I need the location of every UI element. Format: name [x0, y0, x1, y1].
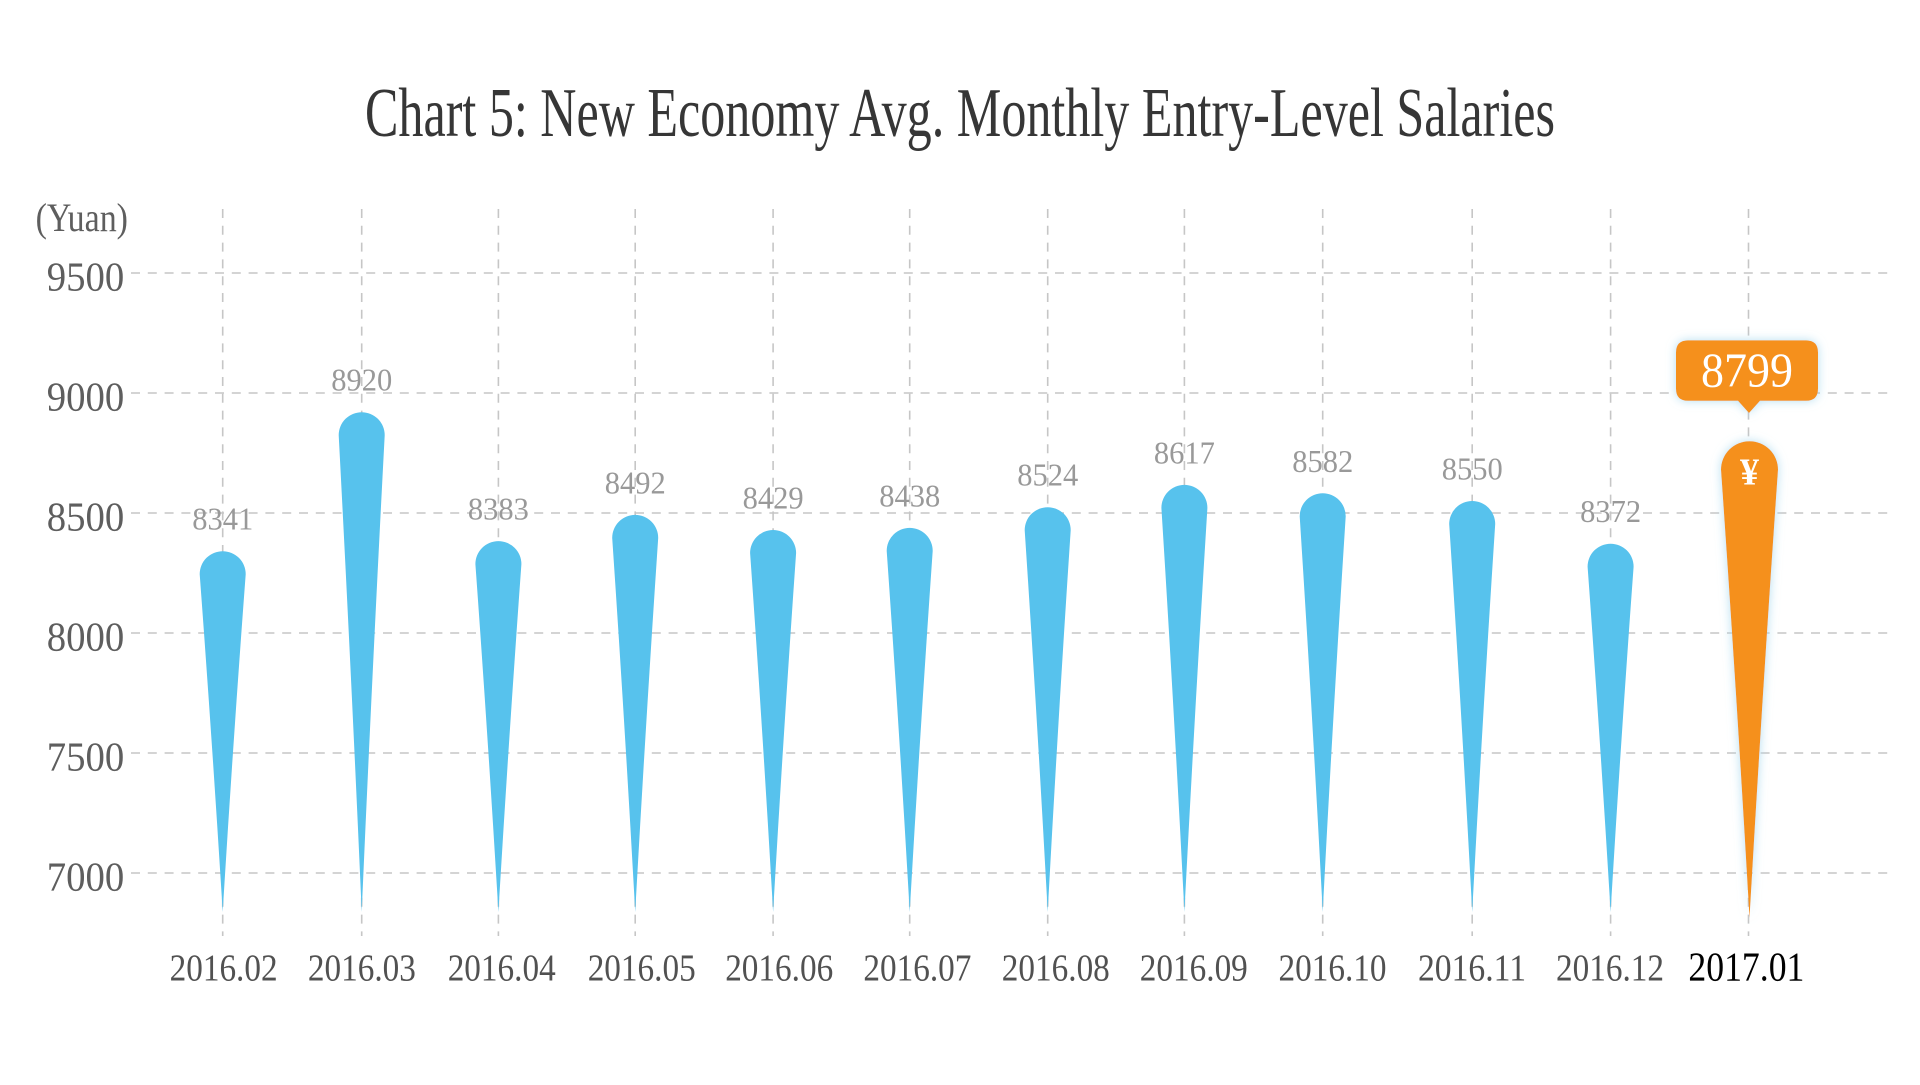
- svg-text:8799: 8799: [1701, 343, 1793, 398]
- svg-text:8438: 8438: [879, 477, 940, 513]
- svg-text:2016.12: 2016.12: [1556, 948, 1664, 990]
- svg-text:2016.06: 2016.06: [725, 948, 833, 990]
- svg-text:2016.03: 2016.03: [308, 948, 416, 990]
- svg-text:8617: 8617: [1154, 434, 1215, 470]
- svg-text:8383: 8383: [468, 491, 529, 527]
- svg-text:(Yuan): (Yuan): [36, 195, 128, 240]
- svg-text:2016.11: 2016.11: [1418, 948, 1526, 990]
- svg-text:8372: 8372: [1580, 493, 1641, 529]
- svg-text:2017.01: 2017.01: [1688, 944, 1804, 990]
- svg-text:2016.05: 2016.05: [588, 948, 696, 990]
- svg-text:8500: 8500: [47, 494, 125, 540]
- svg-text:8550: 8550: [1442, 451, 1503, 487]
- svg-text:8000: 8000: [47, 614, 125, 660]
- svg-text:9500: 9500: [47, 254, 125, 300]
- svg-text:7500: 7500: [47, 734, 125, 780]
- svg-text:2016.02: 2016.02: [170, 948, 278, 990]
- svg-text:7000: 7000: [47, 854, 125, 900]
- svg-text:8582: 8582: [1292, 443, 1353, 479]
- svg-text:Chart 5: New Economy Avg. Mont: Chart 5: New Economy Avg. Monthly Entry-…: [365, 75, 1555, 152]
- svg-text:2016.09: 2016.09: [1140, 948, 1248, 990]
- svg-text:8492: 8492: [605, 464, 666, 500]
- svg-text:8524: 8524: [1017, 457, 1078, 493]
- svg-text:9000: 9000: [47, 374, 125, 420]
- svg-text:8920: 8920: [331, 362, 392, 398]
- svg-text:2016.07: 2016.07: [863, 948, 971, 990]
- svg-text:8341: 8341: [192, 501, 253, 537]
- svg-text:8429: 8429: [743, 480, 804, 516]
- svg-text:2016.10: 2016.10: [1279, 948, 1387, 990]
- svg-text:2016.08: 2016.08: [1002, 948, 1110, 990]
- svg-text:2016.04: 2016.04: [448, 948, 556, 990]
- svg-text:¥: ¥: [1740, 451, 1759, 493]
